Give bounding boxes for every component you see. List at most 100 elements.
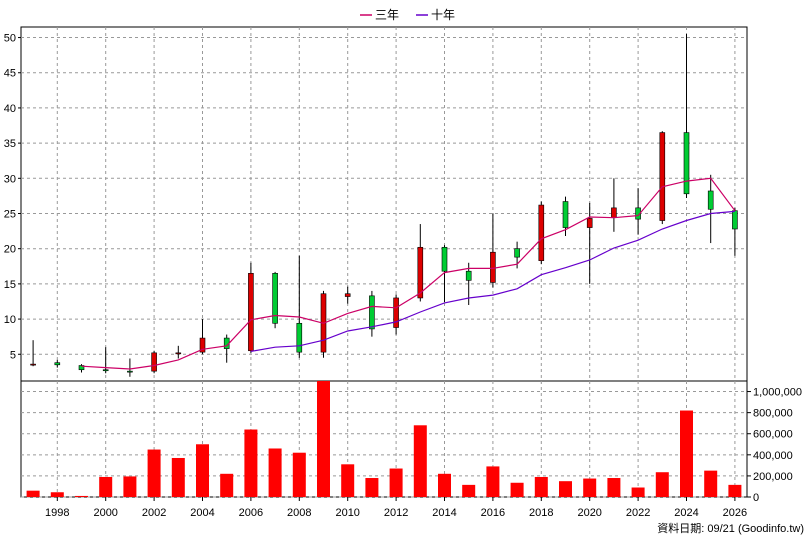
volume-bar-2020 <box>583 478 597 497</box>
price-tick-label-50: 50 <box>4 33 16 45</box>
volume-tick-label-4: 800,000 <box>753 408 793 420</box>
candle-body-2007 <box>272 273 278 324</box>
candle-body-2025 <box>707 190 714 210</box>
candle-body-2024 <box>683 132 690 195</box>
volume-bar-2025 <box>704 470 718 497</box>
volume-bar-2019 <box>559 481 572 497</box>
volume-bar-2022 <box>631 487 645 497</box>
x-tick-label-2012: 2012 <box>384 507 408 519</box>
candle-body-2021 <box>611 207 617 219</box>
price-tick-label-40: 40 <box>4 103 16 115</box>
candle-2003 <box>175 345 182 359</box>
price-tick-label-45: 45 <box>4 68 16 80</box>
volume-bar-2004 <box>196 444 209 497</box>
price-tick-label-20: 20 <box>4 244 16 256</box>
volume-tick-label-0: 0 <box>753 492 759 504</box>
volume-tick-label-2: 400,000 <box>753 450 793 462</box>
candle-body-2023 <box>659 132 666 221</box>
price-tick-label-10: 10 <box>4 314 16 326</box>
x-tick-label-2010: 2010 <box>335 507 359 519</box>
volume-bar-1998 <box>50 492 64 497</box>
candle-body-2003 <box>175 352 182 355</box>
candle-body-2014 <box>441 246 448 272</box>
x-tick-label-2008: 2008 <box>287 507 311 519</box>
candle-body-2004 <box>199 337 206 353</box>
candle-2023 <box>659 131 666 225</box>
candle-body-2020 <box>586 218 593 228</box>
candle-body-2008 <box>296 322 303 353</box>
candle-body-2017 <box>514 248 520 258</box>
volume-bar-2023 <box>655 472 669 497</box>
candle-2002 <box>151 350 157 374</box>
volume-bar-2005 <box>220 473 234 497</box>
candle-2009 <box>320 290 327 358</box>
volume-bar-2024 <box>680 410 693 497</box>
price-axis: 5 10 15 20 25 30 35 40 45 50 <box>4 33 21 361</box>
candle-body-2015 <box>465 270 472 281</box>
volume-bar-2014 <box>438 473 451 497</box>
x-tick-label-2024: 2024 <box>674 507 698 519</box>
price-tick-label-35: 35 <box>4 138 16 150</box>
volume-bar-2016 <box>486 466 500 497</box>
candle-body-2006 <box>248 273 254 352</box>
volume-bar-2006 <box>244 429 258 497</box>
x-tick-label-2020: 2020 <box>577 507 601 519</box>
candle-2011 <box>369 290 375 337</box>
x-tick-label-2000: 2000 <box>93 507 117 519</box>
candle-body-1999 <box>78 365 85 371</box>
candle-body-2011 <box>369 295 375 330</box>
volume-axis: 0 200,000 400,000 600,000 800,000 1,000,000 <box>747 387 802 504</box>
candle-body-1998 <box>54 362 61 366</box>
candle-body-2000 <box>102 369 109 372</box>
volume-tick-label-1: 200,000 <box>753 471 793 483</box>
candle-1998 <box>54 359 61 368</box>
candle-1997 <box>30 340 36 367</box>
candle-body-2018 <box>538 204 545 261</box>
volume-bar-2015 <box>462 484 476 497</box>
volume-bar-2007 <box>268 448 282 497</box>
candle-body-2001 <box>127 370 133 373</box>
volume-bar-2009 <box>317 381 330 497</box>
price-panel: 5 10 15 20 25 30 35 40 45 50 <box>4 26 748 382</box>
volume-bar-2021 <box>607 478 621 497</box>
candle-2025 <box>707 174 714 244</box>
volume-bar-2001 <box>123 476 137 497</box>
volume-bar-2011 <box>365 478 379 497</box>
candle-body-2013 <box>417 246 424 299</box>
volume-tick-label-5: 1,000,000 <box>753 387 802 399</box>
volume-bar-2018 <box>534 476 548 497</box>
x-tick-label-2026: 2026 <box>723 507 747 519</box>
volume-bar-2000 <box>99 476 113 497</box>
candle-2004 <box>199 319 206 355</box>
candle-1999 <box>78 364 85 373</box>
x-tick-label-2006: 2006 <box>239 507 263 519</box>
x-tick-label-2014: 2014 <box>432 507 456 519</box>
x-axis: 1998 2000 2002 2004 2006 2008 2010 2012 2014 2016… <box>45 497 747 519</box>
candle-2013 <box>417 224 424 302</box>
candle-body-1997 <box>30 363 36 366</box>
price-tick-label-15: 15 <box>4 279 16 291</box>
volume-bars <box>26 381 742 497</box>
x-tick-label-2002: 2002 <box>142 507 166 519</box>
candle-2014 <box>441 245 448 303</box>
volume-bar-2017 <box>510 482 524 497</box>
moving-average-lines <box>81 177 736 370</box>
candle-2000 <box>102 347 109 374</box>
candle-body-2019 <box>562 201 569 228</box>
volume-bar-2008 <box>292 452 306 497</box>
volume-bar-2002 <box>147 449 161 497</box>
ma-10yr-line <box>250 210 735 352</box>
volume-tick-label-3: 600,000 <box>753 429 793 441</box>
chart-legend: 三年 十年 <box>360 8 455 22</box>
candle-2012 <box>393 294 399 335</box>
source-note: 資料日期: 09/21 (Goodinfo.tw) <box>657 521 804 535</box>
candle-2018 <box>538 201 545 265</box>
volume-bar-2010 <box>341 464 355 497</box>
x-tick-label-2004: 2004 <box>190 507 214 519</box>
candle-2007 <box>272 271 278 329</box>
volume-panel: 0 200,000 400,000 600,000 800,000 1,000,000 <box>20 380 802 504</box>
legend-label-0: 三年 <box>375 8 399 22</box>
x-tick-label-1998: 1998 <box>45 507 69 519</box>
x-tick-label-2022: 2022 <box>626 507 650 519</box>
